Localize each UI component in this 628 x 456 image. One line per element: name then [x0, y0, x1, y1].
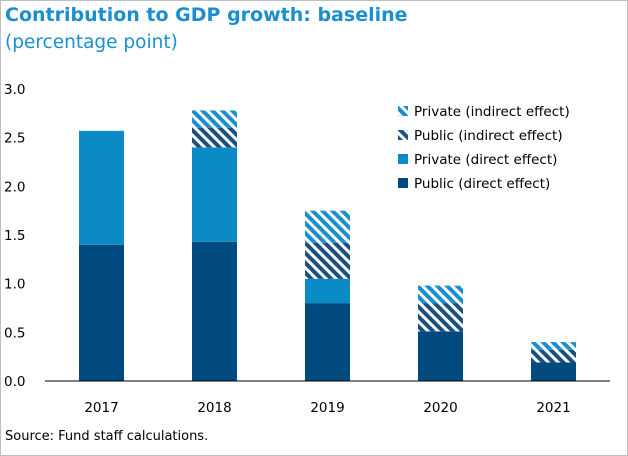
legend-label: Public (direct effect)	[414, 176, 550, 192]
bar-segment-public-direct-effect-2017	[79, 244, 124, 381]
legend: Private (indirect effect) Public (indirec…	[398, 104, 570, 192]
bar-segment-public-direct-effect-2021	[531, 362, 576, 381]
x-tick-label: 2019	[310, 400, 344, 416]
legend-swatch	[398, 178, 408, 188]
legend-label: Private (indirect effect)	[414, 104, 570, 120]
bar-segment-public-indirect-effect-2018	[192, 127, 237, 148]
y-tick-label: 2.0	[4, 179, 25, 195]
y-tick-label: 2.5	[4, 131, 25, 147]
legend-swatch	[398, 106, 408, 116]
legend-label: Public (indirect effect)	[414, 128, 563, 144]
bar-segment-public-indirect-effect-2020	[418, 303, 463, 332]
bar-segment-private-indirect-effect-2021	[531, 342, 576, 350]
x-tick-label: 2020	[423, 400, 457, 416]
x-tick-label: 2017	[84, 400, 118, 416]
bars-group	[79, 110, 576, 381]
bar-segment-private-direct-effect-2017	[79, 130, 124, 245]
legend-swatch	[398, 154, 408, 164]
x-tick-label: 2021	[536, 400, 570, 416]
y-tick-label: 0.0	[4, 374, 25, 390]
source-note: Source: Fund staff calculations.	[5, 429, 209, 444]
legend-label: Private (direct effect)	[414, 152, 557, 168]
y-tick-label: 1.5	[4, 228, 25, 244]
x-tick-label: 2018	[197, 400, 231, 416]
bar-segment-private-direct-effect-2019	[305, 278, 350, 304]
bar-segment-private-indirect-effect-2018	[192, 110, 237, 128]
chart-title: Contribution to GDP growth: baseline	[5, 4, 408, 26]
legend-swatch	[398, 130, 408, 140]
bar-segment-public-indirect-effect-2019	[305, 242, 350, 279]
bar-segment-private-direct-effect-2018	[192, 147, 237, 242]
y-tick-label: 0.5	[4, 325, 25, 341]
bar-segment-private-indirect-effect-2019	[305, 210, 350, 243]
x-axis-ticks: 2017 2018 2019 2020 2021	[84, 400, 570, 416]
bar-segment-public-direct-effect-2020	[418, 331, 463, 381]
bar-segment-public-indirect-effect-2021	[531, 349, 576, 363]
bar-segment-public-direct-effect-2019	[305, 303, 350, 381]
bar-segment-private-indirect-effect-2020	[418, 285, 463, 304]
y-axis-ticks: 0.0 0.5 1.0 1.5 2.0 2.5 3.0	[4, 82, 25, 390]
bar-segment-public-direct-effect-2018	[192, 241, 237, 381]
chart-subtitle: (percentage point)	[5, 32, 178, 53]
y-tick-label: 3.0	[4, 82, 25, 98]
y-tick-label: 1.0	[4, 277, 25, 293]
